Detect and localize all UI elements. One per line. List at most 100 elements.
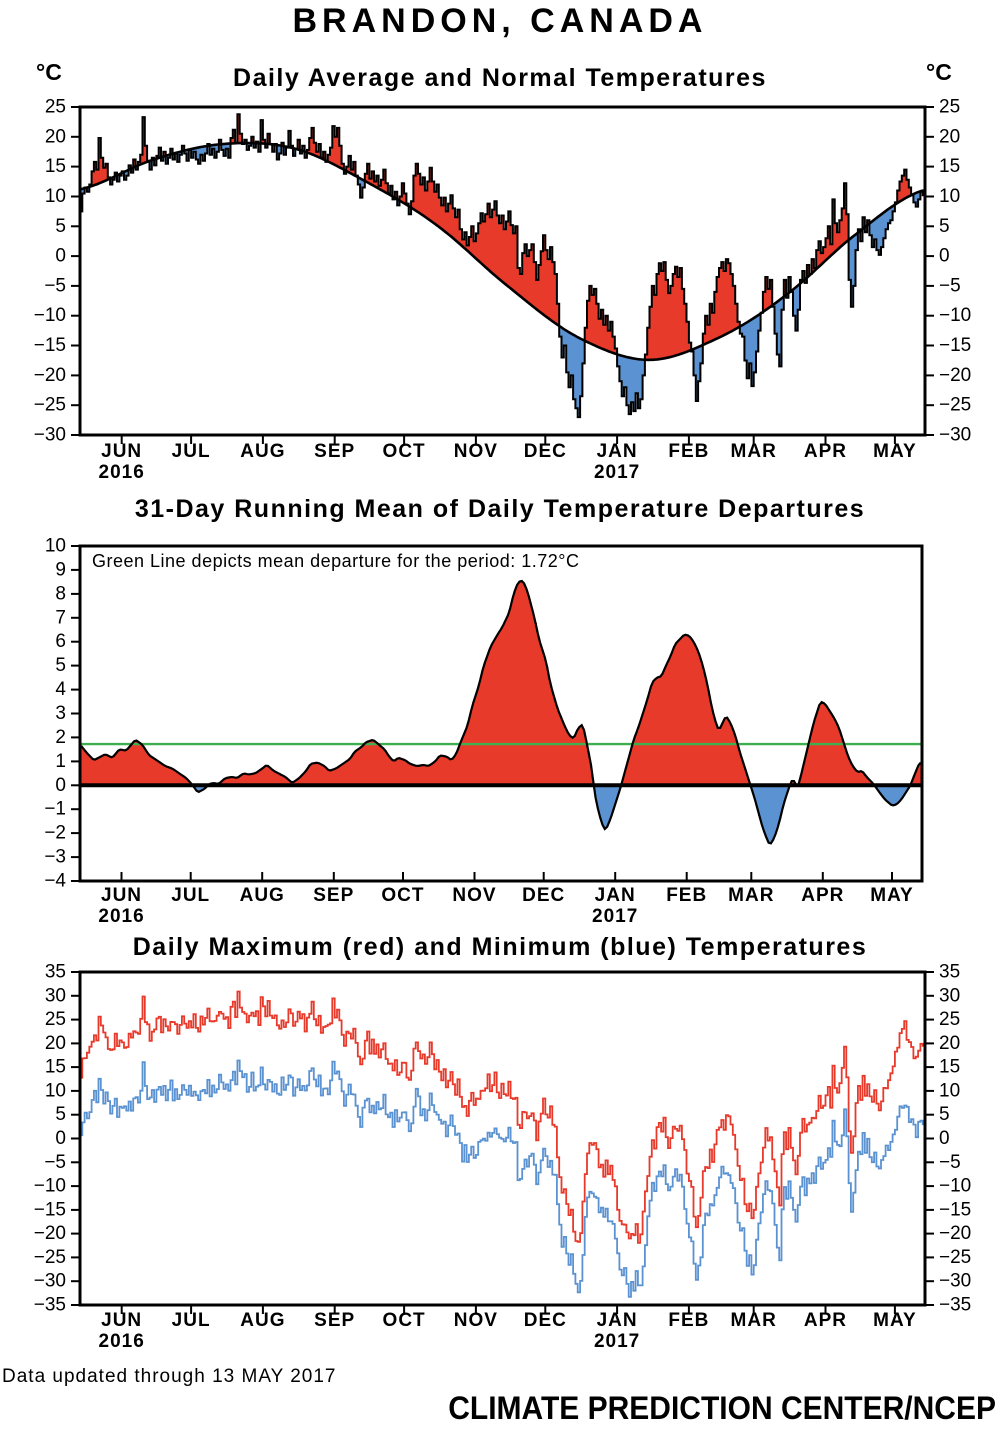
above-normal-fill — [663, 262, 666, 359]
positive-departure-fill — [739, 755, 743, 786]
x-axis-month-label: MAY — [870, 885, 914, 906]
positive-departure-fill — [119, 749, 122, 786]
positive-departure-fill — [98, 757, 101, 786]
positive-departure-fill — [368, 741, 371, 786]
negative-departure-fill — [762, 785, 766, 832]
positive-departure-fill — [465, 728, 468, 786]
positive-departure-fill — [511, 598, 514, 786]
above-normal-fill — [723, 271, 726, 335]
positive-departure-fill — [167, 767, 170, 786]
positive-departure-fill — [430, 763, 433, 786]
positive-departure-fill — [93, 759, 97, 786]
x-axis-month-label: JUN — [101, 441, 143, 462]
positive-departure-fill — [386, 754, 390, 786]
positive-departure-fill — [446, 757, 450, 786]
above-normal-fill — [725, 259, 729, 334]
negative-departure-fill — [612, 785, 616, 809]
positive-departure-fill — [135, 740, 138, 786]
positive-departure-fill — [504, 620, 507, 786]
positive-departure-fill — [435, 759, 438, 786]
negative-departure-fill — [603, 785, 606, 829]
chart1-unit-label-right: °C — [926, 59, 952, 85]
chart1-departure-fills — [80, 114, 925, 418]
y-tick-label: 5 — [55, 216, 66, 237]
above-normal-fill — [424, 190, 428, 218]
positive-departure-fill — [250, 773, 254, 786]
positive-departure-fill — [407, 762, 410, 786]
positive-departure-fill — [677, 640, 680, 786]
positive-departure-fill — [396, 758, 399, 786]
positive-departure-fill — [456, 751, 459, 786]
positive-departure-fill — [451, 758, 454, 786]
negative-departure-fill — [772, 785, 775, 840]
positive-departure-fill — [705, 680, 708, 786]
x-axis-month-label: MAY — [873, 441, 917, 462]
x-axis-year-label: 2016 — [98, 906, 145, 927]
y-tick-label: −20 — [939, 1223, 971, 1244]
positive-departure-fill — [432, 762, 436, 786]
above-normal-fill — [536, 279, 539, 310]
x-axis-month-label: OCT — [382, 1310, 426, 1331]
y-tick-label: 10 — [45, 536, 66, 557]
above-normal-fill — [670, 285, 673, 357]
positive-departure-fill — [179, 774, 182, 786]
negative-departure-fill — [882, 785, 886, 799]
negative-departure-fill — [774, 785, 777, 835]
x-axis-month-label: AUG — [240, 441, 286, 462]
positive-departure-fill — [679, 638, 683, 786]
positive-departure-fill — [130, 743, 134, 786]
x-axis-month-label: FEB — [666, 885, 708, 906]
positive-departure-fill — [449, 759, 452, 786]
positive-departure-fill — [804, 756, 807, 786]
positive-departure-fill — [444, 756, 447, 786]
above-normal-fill — [552, 262, 555, 322]
positive-departure-fill — [682, 635, 685, 786]
y-tick-label: −10 — [34, 1176, 66, 1197]
positive-departure-fill — [174, 770, 177, 786]
positive-departure-fill — [732, 732, 736, 786]
y-tick-label: −15 — [34, 1199, 66, 1220]
above-normal-fill — [707, 324, 710, 343]
chart2-mean-departure-annotation: Green Line depicts mean departure for th… — [92, 551, 580, 571]
positive-departure-fill — [548, 678, 551, 786]
positive-departure-fill — [370, 740, 373, 786]
above-normal-fill — [526, 256, 530, 303]
positive-departure-fill — [525, 588, 528, 786]
positive-departure-fill — [128, 746, 131, 786]
above-normal-fill — [598, 318, 601, 348]
positive-departure-fill — [479, 680, 482, 786]
y-tick-label: 0 — [55, 775, 66, 796]
below-normal-fill — [628, 357, 631, 415]
positive-departure-fill — [702, 670, 706, 786]
y-tick-label: −15 — [939, 335, 971, 356]
positive-departure-fill — [862, 772, 865, 786]
positive-departure-fill — [439, 755, 443, 786]
positive-departure-fill — [331, 769, 334, 786]
positive-departure-fill — [469, 711, 473, 786]
x-axis-month-label: FEB — [668, 1310, 710, 1331]
positive-departure-fill — [552, 696, 556, 786]
y-tick-label: 35 — [45, 962, 66, 983]
y-tick-label: 7 — [55, 607, 66, 628]
positive-departure-fill — [497, 632, 500, 786]
positive-departure-fill — [338, 766, 341, 786]
positive-departure-fill — [382, 748, 385, 786]
above-normal-fill — [529, 250, 532, 305]
positive-departure-fill — [153, 759, 157, 786]
positive-departure-fill — [539, 642, 542, 786]
y-tick-label: −10 — [939, 1176, 971, 1197]
positive-departure-fill — [301, 774, 304, 786]
y-tick-label: 10 — [939, 1080, 960, 1101]
positive-departure-fill — [670, 653, 673, 786]
y-tick-label: −20 — [939, 365, 971, 386]
x-axis-month-label: FEB — [668, 441, 710, 462]
positive-departure-fill — [116, 750, 120, 786]
above-normal-fill — [543, 235, 546, 316]
positive-departure-fill — [638, 724, 641, 786]
positive-departure-fill — [695, 648, 699, 786]
positive-departure-fill — [474, 695, 477, 786]
x-axis-month-label: JAN — [596, 441, 638, 462]
positive-departure-fill — [536, 633, 540, 786]
positive-departure-fill — [656, 677, 660, 786]
x-axis-month-label: NOV — [453, 441, 498, 462]
